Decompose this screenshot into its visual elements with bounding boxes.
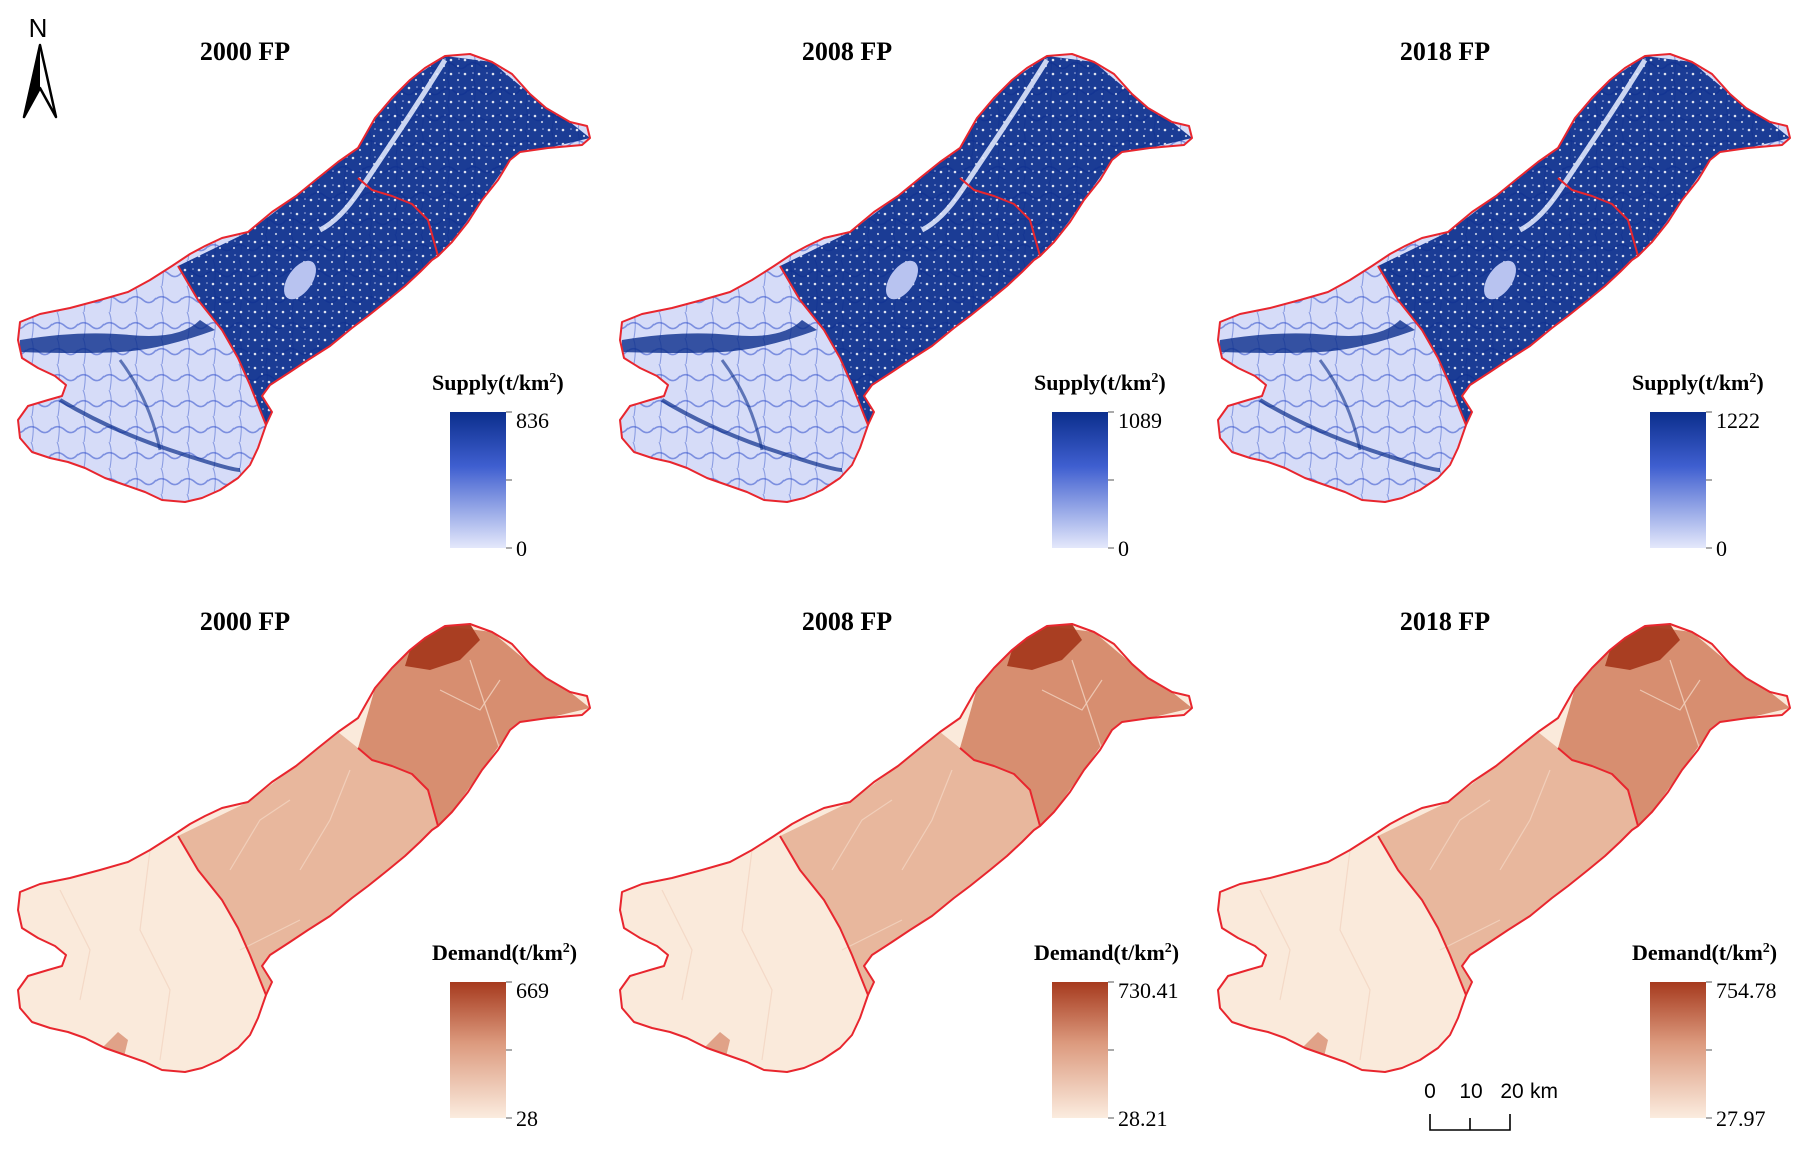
subbasin-boundary bbox=[1557, 747, 1639, 827]
basin-boundary bbox=[17, 53, 591, 503]
basin-boundary bbox=[17, 623, 591, 1073]
legend-min-label: 0 bbox=[1118, 536, 1129, 561]
supply-legend: Supply(t/km2) 1222 0 bbox=[1632, 370, 1764, 561]
north-arrow-fill-icon bbox=[24, 45, 40, 117]
panel-supply-2008: 2008 FP Supply(t/km2) 1089 0 bbox=[619, 37, 1193, 561]
scale-tick-10: 10 bbox=[1459, 1080, 1482, 1103]
subbasin-boundary bbox=[779, 835, 869, 996]
legend-max-label: 754.78 bbox=[1716, 978, 1777, 1003]
demand-panel-title: 2008 FP bbox=[802, 607, 892, 636]
demand-map-fill bbox=[620, 624, 1192, 1072]
subbasin-boundary bbox=[1377, 265, 1467, 426]
supply-legend: Supply(t/km2) 836 0 bbox=[432, 370, 564, 561]
demand-legend: Demand(t/km2) 669 28 bbox=[432, 940, 577, 1131]
subbasin-boundary bbox=[959, 177, 1041, 257]
legend-color-ramp bbox=[1052, 412, 1108, 548]
demand-map-fill bbox=[1218, 624, 1790, 1072]
legend-color-ramp bbox=[1650, 982, 1706, 1118]
supply-panel-title: 2000 FP bbox=[200, 37, 290, 66]
supply-panel-title: 2008 FP bbox=[802, 37, 892, 66]
scale-tick-0: 0 bbox=[1424, 1080, 1436, 1103]
legend-color-ramp bbox=[450, 982, 506, 1118]
panel-demand-2008: 2008 FP Demand(t/km2) 730.41 28.21 bbox=[619, 607, 1193, 1131]
basin-boundary bbox=[1217, 623, 1791, 1073]
basin-boundary bbox=[619, 623, 1193, 1073]
legend-color-ramp bbox=[1650, 412, 1706, 548]
legend-min-label: 0 bbox=[516, 536, 527, 561]
legend-max-label: 730.41 bbox=[1118, 978, 1179, 1003]
subbasin-boundary bbox=[177, 265, 267, 426]
supply-legend: Supply(t/km2) 1089 0 bbox=[1034, 370, 1166, 561]
panel-demand-2018: 2018 FP Demand(t/km2) 754.78 27.97 bbox=[1217, 607, 1791, 1131]
demand-panel-title: 2018 FP bbox=[1400, 607, 1490, 636]
subbasin-boundary bbox=[177, 835, 267, 996]
basin-boundary bbox=[619, 53, 1193, 503]
legend-title: Supply(t/km2) bbox=[1632, 370, 1764, 395]
legend-min-label: 28.21 bbox=[1118, 1106, 1168, 1131]
legend-max-label: 1089 bbox=[1118, 408, 1162, 433]
legend-min-label: 28 bbox=[516, 1106, 538, 1131]
panel-demand-2000: 2000 FP Demand(t/km2) 669 28 bbox=[17, 607, 591, 1131]
legend-title: Demand(t/km2) bbox=[1034, 940, 1179, 965]
supply-map-fill bbox=[1218, 54, 1790, 502]
subbasin-boundary bbox=[357, 177, 439, 257]
subbasin-boundary bbox=[959, 747, 1041, 827]
legend-max-label: 1222 bbox=[1716, 408, 1760, 433]
north-arrow: N bbox=[22, 13, 58, 119]
legend-title: Demand(t/km2) bbox=[1632, 940, 1777, 965]
panel-supply-2000: 2000 FP Supply(t/km2) 836 0 bbox=[17, 37, 591, 561]
basin-boundary bbox=[1217, 53, 1791, 503]
legend-title: Supply(t/km2) bbox=[1034, 370, 1166, 395]
legend-color-ramp bbox=[450, 412, 506, 548]
supply-panel-title: 2018 FP bbox=[1400, 37, 1490, 66]
supply-map-fill bbox=[18, 54, 590, 502]
legend-title: Demand(t/km2) bbox=[432, 940, 577, 965]
legend-title: Supply(t/km2) bbox=[432, 370, 564, 395]
subbasin-boundary bbox=[1377, 835, 1467, 996]
north-arrow-label: N bbox=[29, 13, 48, 43]
scale-unit: km bbox=[1530, 1080, 1558, 1103]
legend-color-ramp bbox=[1052, 982, 1108, 1118]
demand-legend: Demand(t/km2) 730.41 28.21 bbox=[1034, 940, 1179, 1131]
supply-map-fill bbox=[620, 54, 1192, 502]
scale-tick-20: 20 bbox=[1500, 1080, 1523, 1103]
legend-max-label: 669 bbox=[516, 978, 549, 1003]
legend-max-label: 836 bbox=[516, 408, 549, 433]
subbasin-boundary bbox=[357, 747, 439, 827]
legend-min-label: 27.97 bbox=[1716, 1106, 1766, 1131]
scale-bar: 0 10 20 km bbox=[1424, 1080, 1558, 1131]
scale-bar-line bbox=[1429, 1114, 1511, 1131]
subbasin-boundary bbox=[1557, 177, 1639, 257]
panel-supply-2018: 2018 FP Supply(t/km2) 1222 0 bbox=[1217, 37, 1791, 561]
demand-legend: Demand(t/km2) 754.78 27.97 bbox=[1632, 940, 1777, 1131]
subbasin-boundary bbox=[779, 265, 869, 426]
legend-min-label: 0 bbox=[1716, 536, 1727, 561]
demand-map-fill bbox=[18, 624, 590, 1072]
demand-panel-title: 2000 FP bbox=[200, 607, 290, 636]
